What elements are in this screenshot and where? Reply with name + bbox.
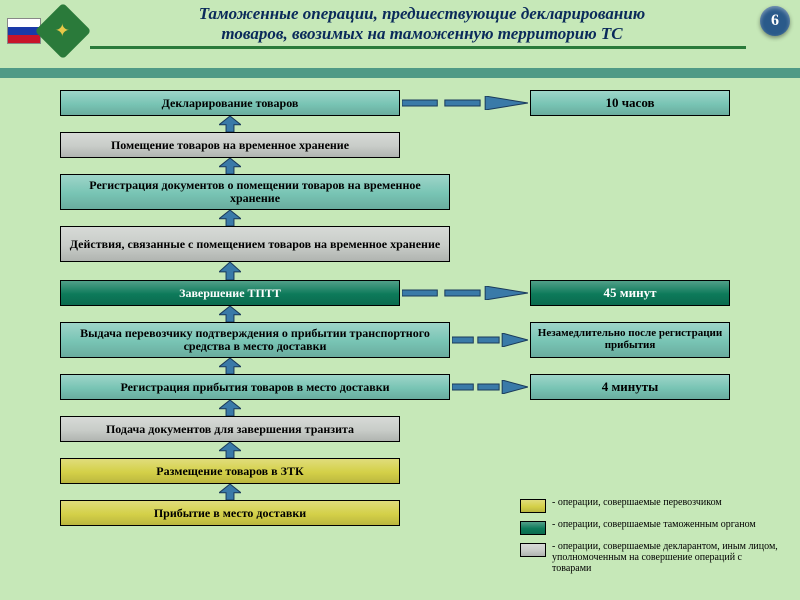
legend-text: - операции, совершаемые перевозчиком	[552, 497, 722, 508]
arrow-up-icon	[219, 306, 241, 322]
arrow-up-icon	[219, 158, 241, 174]
header: ✦ Таможенные операции, предшествующие де…	[0, 0, 800, 62]
step-box-5: Выдача перевозчику подтверждения о прибы…	[60, 322, 450, 358]
time-box-0: 10 часов	[530, 90, 730, 116]
arrow-right-icon	[452, 380, 528, 396]
arrow-up-icon	[219, 262, 241, 280]
legend-text: - операции, совершаемые таможенным орган…	[552, 519, 756, 530]
arrow-up-icon	[219, 484, 241, 500]
time-box-4: 45 минут	[530, 280, 730, 306]
legend-row-0: - операции, совершаемые перевозчиком	[520, 497, 780, 513]
step-box-8: Размещение товаров в ЗТК	[60, 458, 400, 484]
legend-swatch	[520, 499, 546, 513]
slide-number: 6	[771, 12, 779, 30]
arrow-right-icon	[402, 286, 528, 302]
step-box-9: Прибытие в место доставки	[60, 500, 400, 526]
slide-number-badge: 6	[760, 6, 790, 36]
step-box-6: Регистрация прибытия товаров в место дос…	[60, 374, 450, 400]
arrow-up-icon	[219, 210, 241, 226]
header-logos: ✦	[0, 0, 90, 62]
legend: - операции, совершаемые перевозчиком - оп…	[520, 497, 780, 580]
time-box-6: 4 минуты	[530, 374, 730, 400]
legend-swatch	[520, 543, 546, 557]
time-box-5: Незамедлительно после регистрации прибыт…	[530, 322, 730, 358]
legend-row-1: - операции, совершаемые таможенным орган…	[520, 519, 780, 535]
arrow-right-icon	[402, 96, 528, 112]
step-box-7: Подача документов для завершения транзит…	[60, 416, 400, 442]
title-block: Таможенные операции, предшествующие декл…	[90, 0, 754, 49]
arrow-up-icon	[219, 358, 241, 374]
arrow-right-icon	[452, 333, 528, 349]
arrow-up-icon	[219, 116, 241, 132]
step-box-0: Декларирование товаров	[60, 90, 400, 116]
legend-swatch	[520, 521, 546, 535]
legend-row-2: - операции, совершаемые декларантом, ины…	[520, 541, 780, 574]
step-box-2: Регистрация документов о помещении товар…	[60, 174, 450, 210]
title-line-2: товаров, ввозимых на таможенную территор…	[90, 24, 754, 44]
emblem-icon: ✦	[35, 3, 92, 60]
step-box-1: Помещение товаров на временное хранение	[60, 132, 400, 158]
decorative-band	[0, 68, 800, 78]
title-line-1: Таможенные операции, предшествующие декл…	[90, 4, 754, 24]
legend-text: - операции, совершаемые декларантом, ины…	[552, 541, 780, 574]
step-box-3: Действия, связанные с помещением товаров…	[60, 226, 450, 262]
title-underline	[90, 46, 746, 49]
arrow-up-icon	[219, 400, 241, 416]
arrow-up-icon	[219, 442, 241, 458]
step-box-4: Завершение ТПТТ	[60, 280, 400, 306]
